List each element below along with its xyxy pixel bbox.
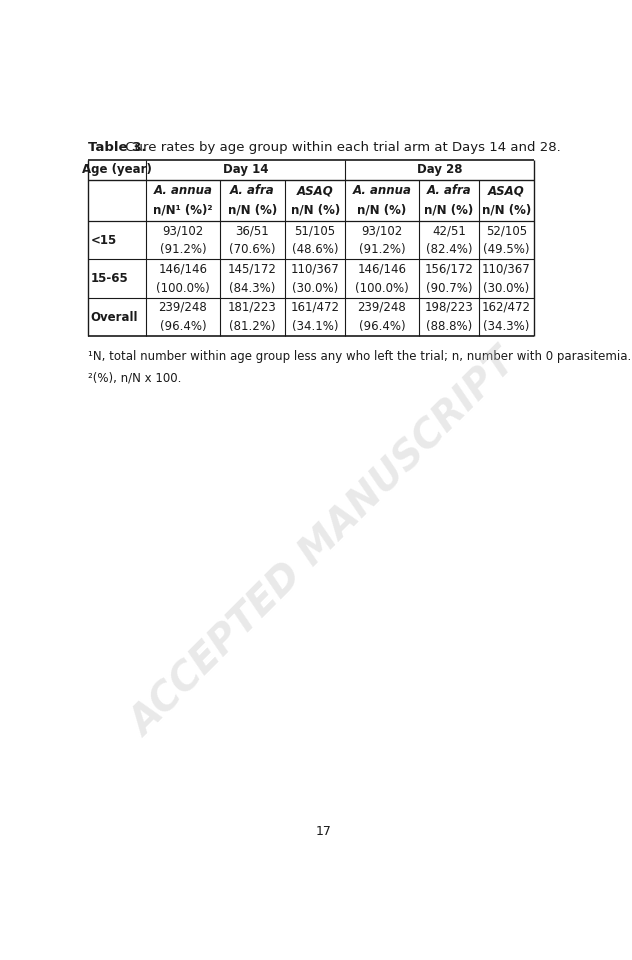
Text: 52/105: 52/105 [486, 224, 527, 237]
Text: 156/172: 156/172 [425, 262, 473, 276]
Text: 161/472: 161/472 [291, 300, 339, 314]
Text: 146/146: 146/146 [159, 262, 207, 276]
Text: 36/51: 36/51 [235, 224, 269, 237]
Text: 146/146: 146/146 [358, 262, 406, 276]
Text: 110/367: 110/367 [482, 262, 531, 276]
Text: 17: 17 [316, 826, 332, 838]
Text: 239/248: 239/248 [358, 300, 406, 314]
Text: (91.2%): (91.2%) [359, 243, 405, 256]
Text: 93/102: 93/102 [362, 224, 403, 237]
Text: (49.5%): (49.5%) [483, 243, 530, 256]
Text: 42/51: 42/51 [432, 224, 466, 237]
Text: Cure rates by age group within each trial arm at Days 14 and 28.: Cure rates by age group within each tria… [121, 141, 561, 154]
Text: Day 28: Day 28 [416, 163, 462, 177]
Text: (91.2%): (91.2%) [160, 243, 206, 256]
Text: (84.3%): (84.3%) [229, 281, 276, 295]
Text: ASAQ: ASAQ [297, 184, 334, 198]
Text: 181/223: 181/223 [228, 300, 277, 314]
Text: 239/248: 239/248 [159, 300, 207, 314]
Text: n/N¹ (%)²: n/N¹ (%)² [153, 204, 212, 217]
Text: (70.6%): (70.6%) [229, 243, 276, 256]
Text: (30.0%): (30.0%) [292, 281, 338, 295]
Text: (48.6%): (48.6%) [292, 243, 338, 256]
Text: 15-65: 15-65 [91, 272, 128, 285]
Text: (96.4%): (96.4%) [359, 320, 405, 333]
Text: ASAQ: ASAQ [488, 184, 525, 198]
Text: ACCEPTED MANUSCRIPT: ACCEPTED MANUSCRIPT [124, 344, 524, 744]
Text: (96.4%): (96.4%) [160, 320, 206, 333]
Text: n/N (%): n/N (%) [424, 204, 473, 217]
Text: <15: <15 [91, 233, 117, 247]
Text: Age (year): Age (year) [82, 163, 152, 177]
Text: (34.1%): (34.1%) [292, 320, 338, 333]
Text: n/N (%): n/N (%) [228, 204, 277, 217]
Text: (100.0%): (100.0%) [156, 281, 210, 295]
Text: Day 14: Day 14 [223, 163, 269, 177]
Text: 145/172: 145/172 [228, 262, 277, 276]
Text: ¹N, total number within age group less any who left the trial; n, number with 0 : ¹N, total number within age group less a… [88, 349, 631, 363]
Text: 110/367: 110/367 [291, 262, 339, 276]
Text: (88.8%): (88.8%) [426, 320, 472, 333]
Text: Overall: Overall [91, 310, 138, 324]
Text: 93/102: 93/102 [162, 224, 204, 237]
Text: (90.7%): (90.7%) [425, 281, 472, 295]
Text: n/N (%): n/N (%) [357, 204, 406, 217]
Text: (82.4%): (82.4%) [425, 243, 472, 256]
Text: (34.3%): (34.3%) [483, 320, 530, 333]
Text: n/N (%): n/N (%) [291, 204, 340, 217]
Text: A. afra: A. afra [427, 184, 471, 198]
Text: (30.0%): (30.0%) [483, 281, 530, 295]
Text: A. annua: A. annua [154, 184, 212, 198]
Text: 51/105: 51/105 [295, 224, 336, 237]
Text: ²(%), n/N x 100.: ²(%), n/N x 100. [88, 372, 181, 385]
Text: n/N (%): n/N (%) [482, 204, 531, 217]
Text: A. annua: A. annua [353, 184, 411, 198]
Text: Table 3.: Table 3. [88, 141, 147, 154]
Text: (81.2%): (81.2%) [229, 320, 276, 333]
Text: 198/223: 198/223 [425, 300, 473, 314]
Text: (100.0%): (100.0%) [355, 281, 409, 295]
Text: A. afra: A. afra [230, 184, 274, 198]
Text: 162/472: 162/472 [482, 300, 531, 314]
